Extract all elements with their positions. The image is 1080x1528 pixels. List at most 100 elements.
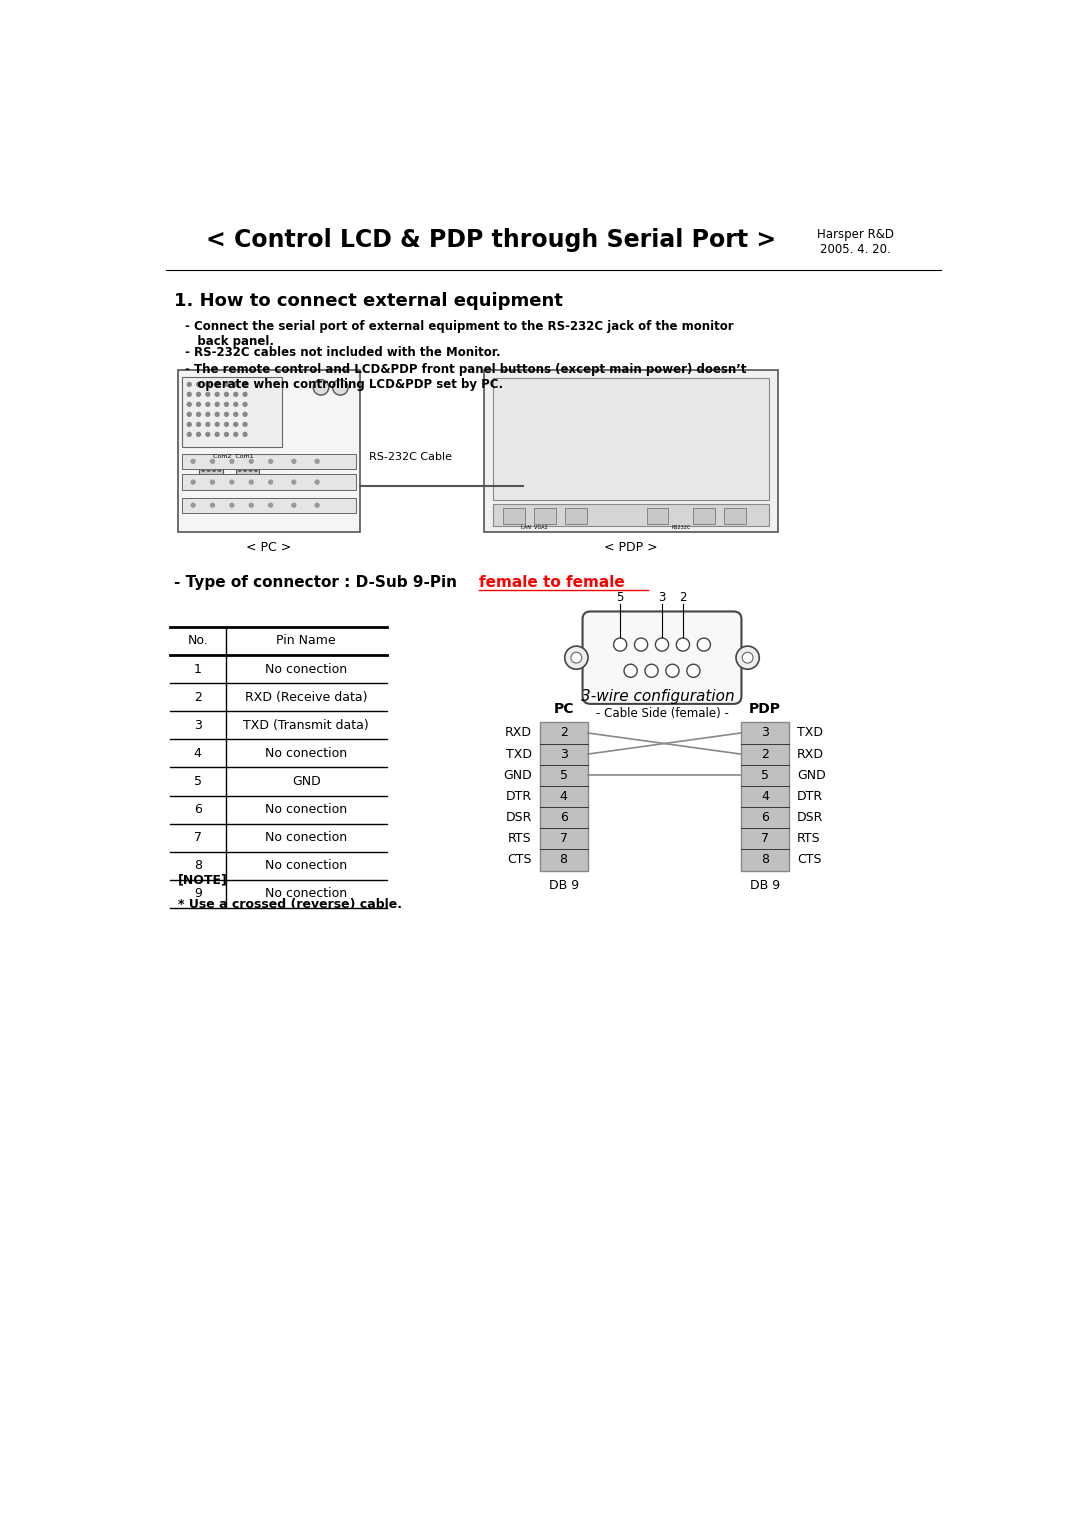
Text: TXD (Transmit data): TXD (Transmit data) [243, 718, 369, 732]
Text: [NOTE]: [NOTE] [177, 874, 228, 886]
Bar [235, 461, 259, 478]
Text: No conection: No conection [266, 747, 348, 759]
Text: 3: 3 [761, 726, 769, 740]
Circle shape [292, 480, 296, 484]
Text: 2: 2 [679, 591, 687, 604]
Circle shape [215, 422, 219, 426]
Text: 4: 4 [761, 790, 769, 804]
Circle shape [197, 413, 201, 416]
Text: CTS: CTS [797, 854, 822, 866]
Text: 3: 3 [559, 747, 567, 761]
Bar [181, 498, 356, 513]
Circle shape [225, 382, 228, 387]
Bar [724, 509, 745, 524]
Text: 4: 4 [193, 747, 202, 759]
Text: No.: No. [188, 634, 208, 648]
Text: * Use a crossed (reverse) cable.: * Use a crossed (reverse) cable. [177, 898, 402, 911]
Circle shape [187, 432, 191, 437]
Circle shape [211, 503, 215, 507]
Text: 7: 7 [559, 833, 568, 845]
Circle shape [206, 432, 210, 437]
Circle shape [333, 380, 348, 396]
Circle shape [215, 382, 219, 387]
Circle shape [206, 382, 210, 387]
Circle shape [243, 422, 247, 426]
Text: PDP: PDP [750, 703, 781, 717]
Bar [741, 723, 789, 871]
Circle shape [213, 468, 216, 471]
Circle shape [191, 480, 195, 484]
Circle shape [634, 639, 648, 651]
Circle shape [191, 503, 195, 507]
Text: < PDP >: < PDP > [604, 541, 658, 555]
Bar [540, 723, 588, 871]
Bar [181, 474, 356, 490]
Circle shape [225, 393, 228, 396]
Text: RXD: RXD [797, 747, 824, 761]
Circle shape [225, 413, 228, 416]
Text: RS232C: RS232C [672, 526, 691, 530]
Text: 7: 7 [761, 833, 769, 845]
Text: DB 9: DB 9 [750, 880, 780, 892]
Circle shape [197, 422, 201, 426]
Text: Com2  Com1: Com2 Com1 [213, 454, 254, 460]
Circle shape [233, 382, 238, 387]
Circle shape [315, 480, 319, 484]
Text: RXD (Receive data): RXD (Receive data) [245, 691, 367, 703]
Circle shape [211, 480, 215, 484]
Circle shape [197, 432, 201, 437]
Text: No conection: No conection [266, 831, 348, 843]
Circle shape [269, 503, 272, 507]
Bar [535, 509, 556, 524]
Circle shape [292, 460, 296, 463]
Circle shape [248, 468, 252, 471]
Text: - Connect the serial port of external equipment to the RS-232C jack of the monit: - Connect the serial port of external eq… [186, 321, 734, 348]
Text: 2: 2 [761, 747, 769, 761]
Circle shape [315, 503, 319, 507]
Text: - Cable Side (female) -: - Cable Side (female) - [595, 706, 728, 720]
Text: 2: 2 [559, 726, 567, 740]
Text: RS-232C Cable: RS-232C Cable [368, 452, 451, 463]
Text: 5: 5 [761, 769, 769, 782]
Text: TXD: TXD [505, 747, 531, 761]
Circle shape [233, 432, 238, 437]
Circle shape [233, 413, 238, 416]
Circle shape [233, 393, 238, 396]
Circle shape [243, 402, 247, 406]
Circle shape [255, 468, 257, 471]
Circle shape [218, 468, 221, 471]
Circle shape [187, 413, 191, 416]
Text: LAN  VGA2: LAN VGA2 [521, 526, 548, 530]
Bar [200, 461, 222, 478]
Text: TXD: TXD [797, 726, 823, 740]
Circle shape [687, 665, 700, 677]
Text: 5: 5 [193, 775, 202, 788]
Text: PC: PC [553, 703, 573, 717]
Text: 6: 6 [761, 811, 769, 824]
Circle shape [243, 468, 246, 471]
Bar [484, 370, 779, 532]
Text: GND: GND [292, 775, 321, 788]
Circle shape [249, 503, 253, 507]
Text: 6: 6 [193, 804, 202, 816]
Circle shape [233, 402, 238, 406]
Text: GND: GND [503, 769, 531, 782]
Bar [503, 509, 525, 524]
Text: RTS: RTS [509, 833, 531, 845]
Circle shape [676, 639, 689, 651]
Circle shape [207, 468, 211, 471]
Text: 5: 5 [559, 769, 568, 782]
Circle shape [565, 646, 588, 669]
Text: RTS: RTS [797, 833, 821, 845]
Circle shape [292, 503, 296, 507]
Circle shape [230, 480, 233, 484]
Circle shape [230, 503, 233, 507]
Circle shape [698, 639, 711, 651]
Circle shape [197, 393, 201, 396]
Circle shape [206, 393, 210, 396]
Text: GND: GND [797, 769, 825, 782]
Circle shape [187, 402, 191, 406]
Circle shape [249, 460, 253, 463]
Bar [181, 454, 356, 469]
Bar [693, 509, 715, 524]
